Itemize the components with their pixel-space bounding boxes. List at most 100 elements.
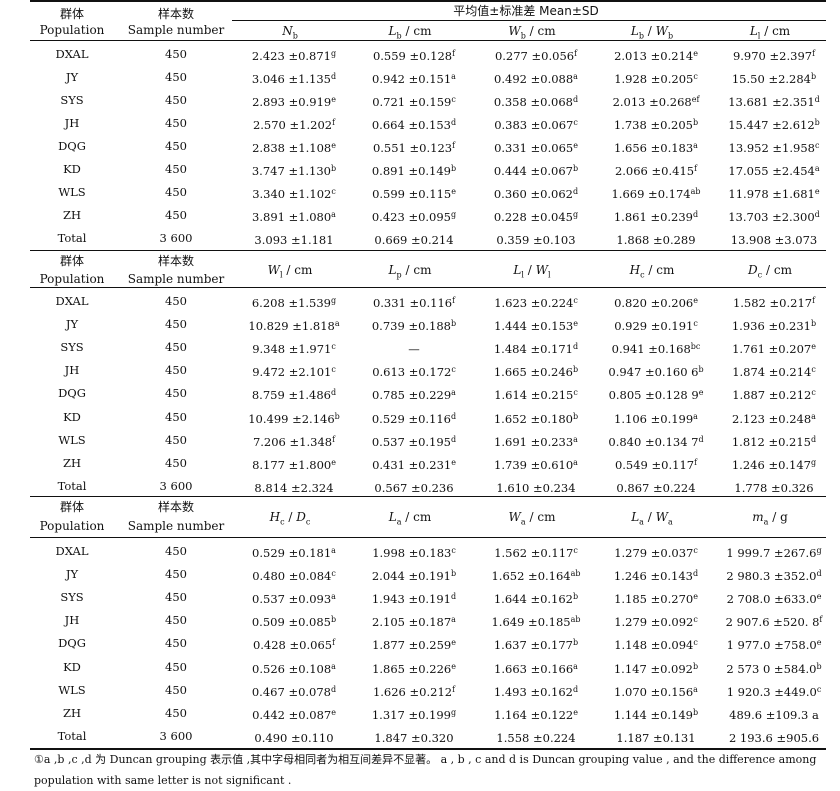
mean-sd-value: 1.279 ±0.092 [614, 615, 694, 630]
duncan-group-letter: a [814, 164, 820, 173]
sample-number-cell: 3 600 [159, 728, 193, 743]
top-rule [30, 0, 826, 2]
value-cell: 0.551 ±0.123f [373, 139, 455, 155]
population-cell: Total [57, 231, 87, 245]
value-cell: 1.185 ±0.270e [614, 590, 698, 606]
duncan-group-letter: b [811, 72, 817, 81]
duncan-group-letter: c [331, 187, 336, 196]
mean-sd-value: 0.840 ±0.134 7 [608, 434, 699, 449]
mean-sd-value: 1.317 ±0.199 [371, 707, 452, 722]
value-cell: 1.649 ±0.185ab [491, 613, 580, 629]
value-cell: 0.559 ±0.128f [373, 47, 455, 63]
value-cell: 0.358 ±0.068d [494, 93, 578, 109]
value-cell: 1.148 ±0.094c [614, 636, 698, 652]
value-cell: 0.277 ±0.056f [495, 47, 577, 63]
mean-sd-value: 0.529 ±0.116 [371, 411, 452, 426]
value-cell: 1.669 ±0.174ab [611, 185, 700, 201]
mean-sd-label: 平均值±标准差 Mean±SD [453, 4, 599, 18]
duncan-group-letter: a [331, 661, 336, 671]
value-cell: 2.066 ±0.415f [615, 162, 697, 178]
sample-label-en: Sample number [127, 272, 225, 286]
mean-sd-value: 0.947 ±0.160 6 [608, 365, 699, 380]
value-cell: 0.492 ±0.088a [494, 70, 578, 86]
mean-sd-value: 1.928 ±0.205 [614, 72, 694, 86]
value-cell: 0.383 ±0.067c [494, 116, 578, 132]
duncan-group-letter: d [693, 210, 699, 219]
duncan-group-letter: b [331, 615, 337, 625]
population-cell: KD [63, 659, 81, 674]
value-cell: 0.467 ±0.078d [252, 683, 336, 699]
duncan-group-letter: d [814, 210, 820, 219]
mean-sd-value: 7.206 ±1.348 [252, 434, 333, 449]
value-cell: 1.106 ±0.199a [614, 410, 698, 426]
mean-sd-value: 2.066 ±0.415 [614, 164, 695, 178]
bottom-rule [30, 748, 826, 750]
group-label-en: Population [39, 23, 105, 37]
duncan-group-letter: c [451, 365, 456, 375]
value-cell: 0.739 ±0.188b [372, 317, 456, 333]
value-cell: 1.246 ±0.147g [732, 456, 816, 472]
mean-sd-value: 13.681 ±2.351 [728, 95, 815, 109]
section-2-header-rule [30, 287, 826, 288]
value-cell: 1.738 ±0.205b [614, 116, 698, 132]
mean-sd-value: 1.279 ±0.037 [614, 546, 694, 560]
sample-number-cell: 450 [165, 208, 187, 222]
duncan-group-letter: c [693, 319, 698, 329]
duncan-group-letter: c [573, 546, 578, 555]
mean-sd-value: 0.549 ±0.117 [614, 457, 695, 472]
duncan-group-letter: f [452, 49, 456, 58]
mean-sd-value: 1.637 ±0.177 [493, 638, 574, 653]
mean-sd-value: 0.613 ±0.172 [372, 365, 452, 380]
value-cell: 1.665 ±0.246b [494, 363, 578, 379]
value-cell: 2.838 ±1.108e [252, 139, 336, 155]
value-cell: 8.759 ±1.486d [252, 386, 336, 402]
duncan-group-letter: c [693, 546, 698, 555]
mean-sd-value: 0.277 ±0.056 [494, 49, 575, 63]
value-cell: 0.480 ±0.084c [252, 567, 336, 583]
column-header: Wb / cm [508, 24, 556, 41]
mean-sd-value: 0.431 ±0.231 [372, 457, 452, 472]
sample-number-cell: 450 [165, 139, 187, 153]
mean-sd-value: 1.761 ±0.207 [732, 342, 812, 357]
value-cell: 1.562 ±0.117c [494, 544, 578, 560]
duncan-group-letter: b [698, 365, 704, 375]
value-cell: 0.549 ±0.117f [615, 456, 697, 472]
mean-sd-value: 2.044 ±0.191 [371, 569, 452, 584]
value-cell: 0.331 ±0.116f [373, 294, 455, 310]
duncan-group-letter: e [693, 592, 698, 602]
duncan-group-letter: d [811, 434, 817, 444]
duncan-group-letter: c [331, 342, 336, 352]
mean-sd-value: 489.6 ±109.3 a [729, 707, 819, 722]
mean-sd-value: 1.484 ±0.171 [493, 342, 574, 357]
duncan-group-letter: f [819, 615, 823, 625]
duncan-group-letter: a [334, 319, 340, 329]
mean-sd-value: 1.877 ±0.259 [372, 638, 452, 653]
mean-sd-value: 0.537 ±0.195 [371, 434, 452, 449]
mean-sd-value: 0.664 ±0.153 [371, 118, 452, 132]
value-cell: 3.747 ±1.130b [252, 162, 336, 178]
mean-sd-value: 0.785 ±0.229 [372, 388, 452, 403]
value-cell: 1.623 ±0.224c [494, 294, 578, 310]
value-cell: 0.490 ±0.110 [254, 729, 333, 745]
sample-label-cn: 样本数 [157, 254, 195, 268]
mean-sd-value: 1 999.7 ±267.6 [726, 546, 817, 560]
value-cell: 1.484 ±0.171d [494, 340, 578, 356]
value-cell: 1.691 ±0.233a [494, 433, 578, 449]
value-cell: 1.652 ±0.180b [494, 410, 578, 426]
duncan-group-letter: d [693, 569, 699, 579]
group-label-cn: 群体 [59, 7, 85, 21]
duncan-group-letter: b [451, 319, 457, 329]
duncan-group-letter: a [331, 592, 336, 602]
value-cell: 0.942 ±0.151a [372, 70, 456, 86]
value-cell: 13.952 ±1.958c [729, 139, 820, 155]
value-cell: 2 573 0 ±584.0b [726, 660, 821, 676]
duncan-group-letter: b [334, 411, 340, 421]
sample-number-cell: 450 [165, 386, 187, 401]
duncan-group-letter: c [693, 615, 698, 625]
mean-sd-value: 2 193.6 ±905.6 [728, 730, 820, 745]
mean-sd-value: 3.340 ±1.102 [252, 187, 332, 201]
population-cell: DXAL [55, 294, 89, 308]
value-cell: 1.943 ±0.191d [372, 590, 456, 606]
duncan-group-letter: d [451, 118, 457, 127]
mean-sd-value: 1.847 ±0.320 [374, 730, 454, 745]
